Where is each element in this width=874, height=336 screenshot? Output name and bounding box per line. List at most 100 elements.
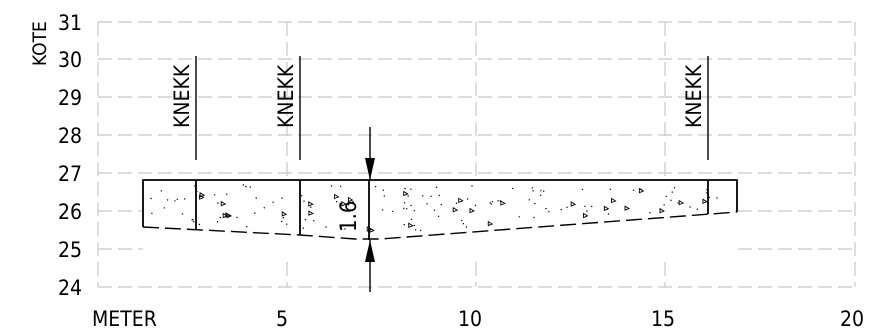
hatch-dot (663, 204, 665, 206)
hatch-dot (673, 187, 676, 189)
hatch-aggregate (366, 226, 373, 232)
hatch-dot (191, 219, 193, 221)
hatch-aggregate (220, 200, 227, 207)
x-tick-15: 15 (651, 307, 675, 331)
hatch-dot (236, 216, 238, 218)
y-axis-label: KOTE (29, 21, 51, 66)
hatch-dot (540, 194, 542, 196)
hatch-dot (151, 212, 153, 214)
hatch-dot (163, 207, 165, 209)
x-tick-labels: METER 5 10 15 20 (92, 307, 864, 331)
hatch-dot (548, 211, 550, 213)
hatch-dot (242, 184, 245, 186)
hatch-dot (696, 208, 698, 210)
hatch-dot (414, 229, 417, 231)
hatch-dot (246, 226, 248, 228)
hatch-dot (607, 213, 610, 215)
hatch-dot (403, 207, 405, 210)
hatch-dot (304, 219, 307, 221)
hatch-aggregate (469, 207, 475, 214)
hatch-dot (263, 207, 265, 209)
hatch-aggregate (408, 222, 414, 228)
hatch-aggregate (308, 210, 314, 216)
hatch-dot (435, 186, 438, 188)
hatch-dot (543, 190, 545, 192)
hatch-dot (474, 204, 477, 207)
hatch-dot (176, 198, 178, 200)
hatch-dot (286, 223, 288, 225)
hatch-dot (413, 224, 416, 227)
hatch-dot (540, 190, 542, 192)
thickness-dimension: 1.6 (337, 127, 375, 292)
hatch-dot (348, 204, 350, 206)
hatch-dot (410, 188, 412, 190)
hatch-dot (281, 197, 283, 199)
hatch-dot (419, 229, 422, 232)
hatch-aggregate (199, 192, 206, 198)
hatch-aggregate (611, 197, 617, 204)
hatch-dot (471, 185, 473, 187)
hatch-dot (518, 216, 520, 218)
hatch-dot (671, 191, 673, 193)
hatch-dot (352, 201, 354, 203)
hatch-dot (216, 221, 219, 223)
x-tick-5: 5 (276, 307, 288, 331)
y-tick-30: 30 (58, 48, 82, 72)
hatch-dot (706, 192, 708, 194)
hatch-dot (410, 218, 413, 221)
hatch-dot (272, 201, 274, 203)
hatch-aggregate (281, 211, 288, 217)
hatch-dot (219, 216, 221, 219)
hatch-dot (438, 194, 440, 197)
hatch-aggregate (570, 201, 577, 207)
hatch-aggregate (659, 207, 665, 214)
hatch-dot (174, 200, 176, 202)
hatch-dot (214, 194, 216, 196)
y-tick-29: 29 (58, 86, 82, 110)
hatch-aggregate (403, 190, 409, 197)
hatch-aggregate (624, 205, 631, 211)
hatch-aggregate (678, 199, 685, 206)
hatch-dot (491, 200, 494, 203)
hatch-dot (531, 187, 533, 189)
hatch-dot (382, 189, 385, 191)
knekk-marker-3: KNEKK (682, 56, 709, 160)
hatch-aggregate (487, 220, 494, 227)
y-tick-25: 25 (58, 238, 82, 262)
hatch-dot (534, 202, 536, 205)
concrete-hatching (150, 184, 718, 233)
hatch-dot (392, 210, 394, 213)
hatch-dot (325, 226, 327, 228)
hatch-dot (193, 221, 195, 223)
hatch-dot (586, 210, 588, 212)
hatch-dot (426, 203, 428, 205)
hatch-dot (455, 202, 458, 204)
x-tick-20: 20 (840, 307, 864, 331)
hatch-dot (490, 203, 492, 205)
hatch-dot (462, 223, 465, 225)
y-tick-31: 31 (58, 11, 82, 35)
hatch-dot (282, 217, 285, 219)
hatch-dot (196, 190, 198, 193)
hatch-dot (281, 220, 283, 223)
hatch-dot (255, 197, 257, 199)
hatch-dot (410, 204, 412, 207)
knekk-marker-1: KNEKK (170, 56, 197, 160)
hatch-dot (383, 195, 385, 197)
hatch-dot (706, 188, 708, 191)
hatch-dot (183, 198, 186, 200)
hatch-dot (245, 185, 247, 188)
hatch-dot (689, 206, 691, 208)
hatch-dot (465, 226, 468, 228)
hatch-dot (406, 208, 408, 210)
hatch-dot (528, 199, 530, 201)
hatch-dot (254, 212, 256, 214)
hatch-aggregate (500, 200, 506, 206)
x-axis-label: METER (92, 307, 157, 331)
hatch-dot (301, 195, 303, 197)
hatch-dot (649, 212, 651, 214)
hatch-dot (533, 216, 535, 219)
thickness-label: 1.6 (337, 201, 362, 232)
hatch-dot (381, 209, 384, 211)
